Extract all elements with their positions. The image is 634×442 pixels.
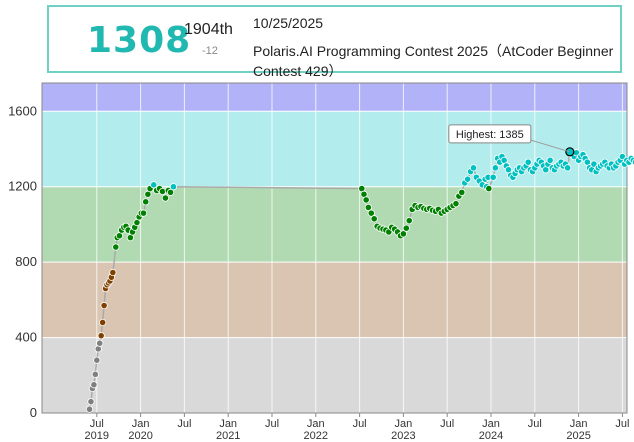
x-tick-label: Jul (528, 418, 542, 430)
x-tick-label: Jul (177, 418, 191, 430)
rating-point[interactable] (109, 268, 117, 277)
x-tick-year: 2023 (391, 430, 415, 442)
contest-name[interactable]: Polaris.AI Programming Contest 2025（AtCo… (253, 43, 614, 79)
rating-point[interactable] (100, 301, 108, 310)
x-tick-label: Jan (307, 418, 325, 430)
rating-point[interactable] (96, 339, 104, 347)
rating-point[interactable] (112, 243, 120, 251)
rating-point[interactable] (142, 198, 150, 206)
rating-band-1 (42, 262, 627, 338)
x-tick-year: 2019 (85, 430, 109, 442)
rating-point[interactable] (97, 332, 105, 340)
x-tick-label: Jul (440, 418, 454, 430)
tooltip-pointer (529, 139, 570, 153)
x-tick-year: 2020 (128, 430, 152, 442)
rating-point[interactable] (367, 209, 375, 217)
rating-band-3 (42, 111, 627, 187)
x-tick-year: 2022 (304, 430, 328, 442)
contest-date: 10/25/2025 (253, 15, 324, 31)
rating-point[interactable] (362, 196, 370, 204)
x-tick-label: Jul (615, 418, 629, 430)
rating-point[interactable] (464, 175, 472, 183)
rating-diff: -12 (202, 45, 218, 57)
rating-point[interactable] (564, 164, 572, 172)
rating-point[interactable] (546, 156, 554, 164)
y-tick-label: 400 (15, 330, 37, 345)
rating-point[interactable] (139, 209, 148, 217)
x-tick-year: 2025 (566, 430, 590, 442)
y-tick-label: 1200 (8, 179, 37, 194)
x-tick-year: 2021 (216, 430, 240, 442)
x-tick-label: Jan (132, 418, 150, 430)
rating-point[interactable] (166, 188, 175, 196)
y-tick-label: 800 (15, 254, 37, 269)
x-tick-label: Jan (570, 418, 588, 430)
rating-point[interactable] (150, 181, 158, 189)
rating-point[interactable] (489, 173, 497, 181)
x-tick-label: Jul (90, 418, 104, 430)
contest-rank: 1904th (184, 21, 233, 38)
rating-band-0 (42, 337, 627, 413)
rating-point[interactable] (90, 381, 98, 389)
rating-point[interactable] (158, 187, 167, 196)
rating-point[interactable] (87, 398, 95, 406)
rating-point[interactable] (99, 318, 107, 327)
rating-point[interactable] (364, 203, 372, 212)
rating-point[interactable] (402, 224, 410, 232)
rating-point[interactable] (399, 230, 407, 238)
y-tick-label: 1600 (8, 103, 37, 118)
x-tick-label: Jan (219, 418, 237, 430)
x-tick-year: 2024 (479, 430, 503, 442)
current-rating: 1308 (87, 20, 192, 61)
rating-point[interactable] (370, 215, 378, 223)
x-tick-label: Jul (353, 418, 367, 430)
rating-point[interactable] (169, 183, 178, 191)
highest-tooltip-label: Highest: 1385 (456, 129, 524, 141)
chart-frame (41, 82, 628, 414)
x-tick-label: Jan (395, 418, 413, 430)
rating-point[interactable] (524, 158, 532, 166)
rating-point[interactable] (405, 217, 413, 225)
rating-point[interactable] (458, 188, 466, 196)
rating-point[interactable] (469, 164, 478, 172)
rating-point[interactable] (85, 405, 94, 413)
rating-band-4 (42, 83, 627, 112)
highest-tooltip (448, 124, 532, 144)
x-tick-label: Jul (265, 418, 279, 430)
rating-band-2 (42, 186, 627, 263)
contest-status-panel: 1308 1904th -12 10/25/2025 Polaris.AI Pr… (47, 5, 622, 79)
rating-point[interactable] (161, 194, 170, 202)
rating-point[interactable] (91, 370, 99, 378)
x-tick-label: Jan (482, 418, 500, 430)
y-tick-label: 0 (30, 405, 37, 420)
rating-point[interactable] (485, 185, 493, 193)
rating-point[interactable] (452, 200, 460, 208)
rating-point[interactable] (93, 356, 101, 364)
rating-point[interactable] (491, 164, 499, 172)
